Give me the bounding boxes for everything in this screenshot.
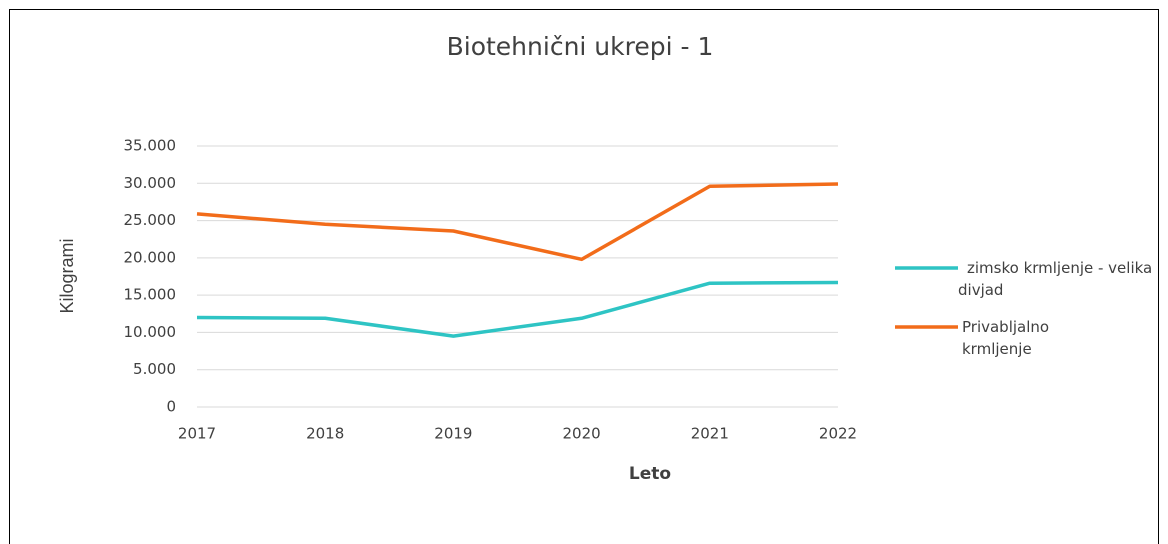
frame: [9, 9, 1159, 544]
legend-label: zimsko krmljenje - velika divjad: [958, 259, 1153, 299]
chart-title: Biotehnični ukrepi - 1: [447, 32, 714, 61]
y-tick-label: 15.000: [124, 286, 177, 304]
x-tick-label: 2018: [306, 425, 344, 443]
x-tick-label: 2017: [178, 425, 216, 443]
y-tick-label: 25.000: [124, 211, 177, 229]
y-tick-label: 5.000: [133, 360, 176, 378]
series-line: [196, 280, 839, 338]
y-axis-label: Kilogrami: [57, 238, 77, 313]
y-tick-label: 20.000: [124, 248, 177, 266]
x-tick-label: 2019: [434, 425, 472, 443]
series-line: [196, 182, 839, 262]
x-tick-label: 2020: [563, 425, 601, 443]
x-axis-label: Leto: [629, 464, 671, 484]
y-tick-label: 10.000: [124, 323, 177, 341]
y-tick-label: 0: [166, 398, 176, 416]
y-tick-label: 35.000: [124, 137, 177, 155]
y-tick-label: 30.000: [124, 174, 177, 192]
x-tick-label: 2022: [819, 425, 857, 443]
legend-label: Privabljalno krmljenje: [962, 318, 1050, 358]
x-tick-label: 2021: [691, 425, 729, 443]
